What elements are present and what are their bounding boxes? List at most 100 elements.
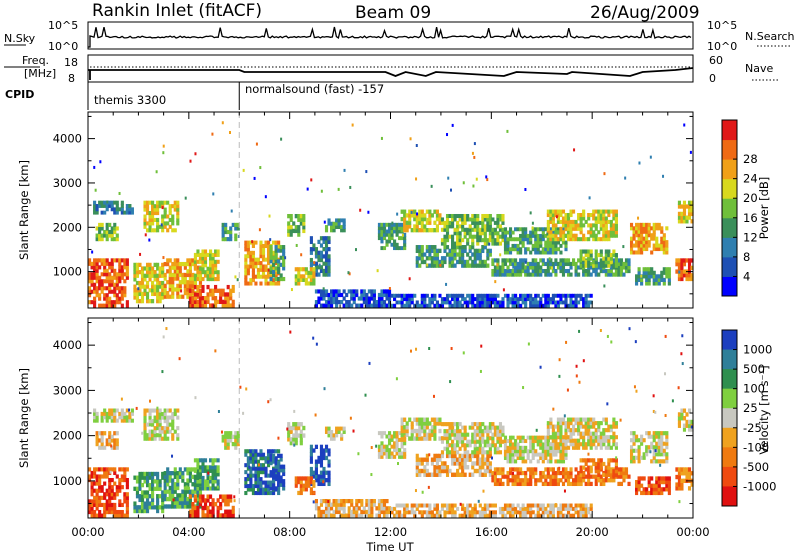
heatmap-cell bbox=[266, 247, 271, 252]
heatmap-cell bbox=[445, 439, 450, 444]
heatmap-cell bbox=[546, 209, 550, 214]
heatmap-cell bbox=[420, 297, 424, 302]
heatmap-cell bbox=[90, 282, 94, 287]
heatmap-cell bbox=[614, 458, 618, 463]
heatmap-cell bbox=[259, 463, 263, 468]
heatmap-cell bbox=[577, 438, 581, 443]
heatmap-cell bbox=[224, 434, 228, 439]
noise-sky-label: N.Sky bbox=[4, 32, 36, 45]
heatmap-cell bbox=[294, 437, 298, 442]
heatmap-cell bbox=[254, 480, 258, 485]
heatmap-cell bbox=[468, 297, 472, 302]
heatmap-cell bbox=[148, 471, 152, 477]
heatmap-cell bbox=[536, 439, 540, 444]
heatmap-cell bbox=[191, 296, 195, 301]
heatmap-cell bbox=[120, 210, 124, 215]
heatmap-cell bbox=[584, 461, 588, 467]
heatmap-cell bbox=[145, 207, 150, 212]
heatmap-cell bbox=[229, 226, 233, 231]
heatmap-cell bbox=[514, 481, 518, 487]
heatmap-cell bbox=[292, 437, 296, 442]
heatmap-cell bbox=[198, 486, 203, 491]
heatmap-cell bbox=[481, 238, 485, 243]
heatmap-cell bbox=[231, 441, 235, 447]
heatmap-cell bbox=[143, 288, 147, 293]
heatmap-cell bbox=[657, 247, 661, 252]
heatmap-cell bbox=[113, 229, 117, 235]
heatmap-cell bbox=[448, 468, 452, 474]
heatmap-cell bbox=[176, 485, 180, 491]
heatmap-cell bbox=[564, 470, 568, 476]
heatmap-cell bbox=[554, 247, 558, 252]
heatmap-cell bbox=[143, 490, 147, 495]
heatmap-cell bbox=[496, 265, 500, 270]
heatmap-cell bbox=[602, 428, 606, 433]
heatmap-cell bbox=[677, 219, 681, 224]
heatmap-cell bbox=[640, 236, 644, 241]
heatmap-cell bbox=[544, 481, 548, 487]
heatmap-cell bbox=[607, 263, 611, 268]
heatmap-cell bbox=[398, 246, 402, 251]
heatmap-cell bbox=[251, 271, 255, 276]
heatmap-cell bbox=[168, 280, 172, 285]
heatmap-cell bbox=[221, 237, 225, 242]
heatmap-cell bbox=[637, 277, 641, 282]
heatmap-cell bbox=[428, 472, 432, 477]
heatmap-cell bbox=[665, 267, 669, 272]
heatmap-cell bbox=[572, 445, 576, 450]
heatmap-cell bbox=[677, 423, 681, 428]
heatmap-cell bbox=[317, 474, 321, 479]
heatmap-cell bbox=[443, 446, 447, 451]
heatmap-cell bbox=[554, 439, 558, 444]
heatmap-cell bbox=[226, 441, 230, 447]
heatmap-cell bbox=[279, 453, 283, 458]
heatmap-cell bbox=[637, 448, 641, 453]
heatmap-cell bbox=[151, 291, 155, 297]
heatmap-cell bbox=[120, 418, 124, 423]
heatmap-cell bbox=[506, 439, 510, 444]
heatmap-cell bbox=[403, 246, 407, 251]
heatmap-cell bbox=[456, 472, 460, 477]
heatmap-cell bbox=[564, 303, 568, 308]
heatmap-cell bbox=[115, 210, 119, 215]
heatmap-cell bbox=[246, 487, 250, 492]
heatmap-cell bbox=[139, 252, 142, 256]
heatmap-cell bbox=[163, 294, 167, 299]
heatmap-cell bbox=[561, 265, 566, 270]
heatmap-cell bbox=[536, 247, 540, 252]
heatmap-cell bbox=[203, 303, 208, 308]
heatmap-cell bbox=[335, 221, 339, 226]
heatmap-cell bbox=[665, 250, 669, 255]
heatmap-cell bbox=[607, 461, 611, 467]
heatmap-cell bbox=[206, 266, 210, 271]
heatmap-cell bbox=[554, 445, 558, 450]
heatmap-cell bbox=[418, 303, 422, 308]
heatmap-cell bbox=[138, 270, 142, 275]
heatmap-cell bbox=[193, 478, 197, 483]
heatmap-cell bbox=[304, 483, 308, 488]
heatmap-cell bbox=[662, 267, 666, 272]
heatmap-cell bbox=[314, 463, 318, 468]
heatmap-cell bbox=[91, 250, 94, 254]
heatmap-cell bbox=[403, 242, 407, 247]
heatmap-cell bbox=[314, 268, 318, 274]
heatmap-cell bbox=[188, 489, 192, 494]
heatmap-cell bbox=[105, 509, 109, 515]
heatmap-cell bbox=[501, 227, 505, 232]
heatmap-cell bbox=[665, 452, 669, 457]
heatmap-cell bbox=[491, 261, 495, 267]
heatmap-cell bbox=[498, 241, 503, 246]
heatmap-cell bbox=[551, 233, 555, 238]
heatmap-cell bbox=[680, 486, 684, 491]
heatmap-cell bbox=[519, 240, 523, 245]
heatmap-cell bbox=[526, 261, 530, 267]
heatmap-cell bbox=[551, 293, 555, 298]
heatmap-cell bbox=[650, 236, 654, 241]
heatmap-cell bbox=[201, 296, 205, 301]
heatmap-cell bbox=[113, 509, 117, 515]
heatmap-cell bbox=[637, 229, 641, 234]
heatmap-cell bbox=[113, 495, 117, 500]
heatmap-cell bbox=[224, 513, 228, 518]
heatmap-cell bbox=[660, 438, 664, 443]
heatmap-cell bbox=[660, 445, 664, 450]
